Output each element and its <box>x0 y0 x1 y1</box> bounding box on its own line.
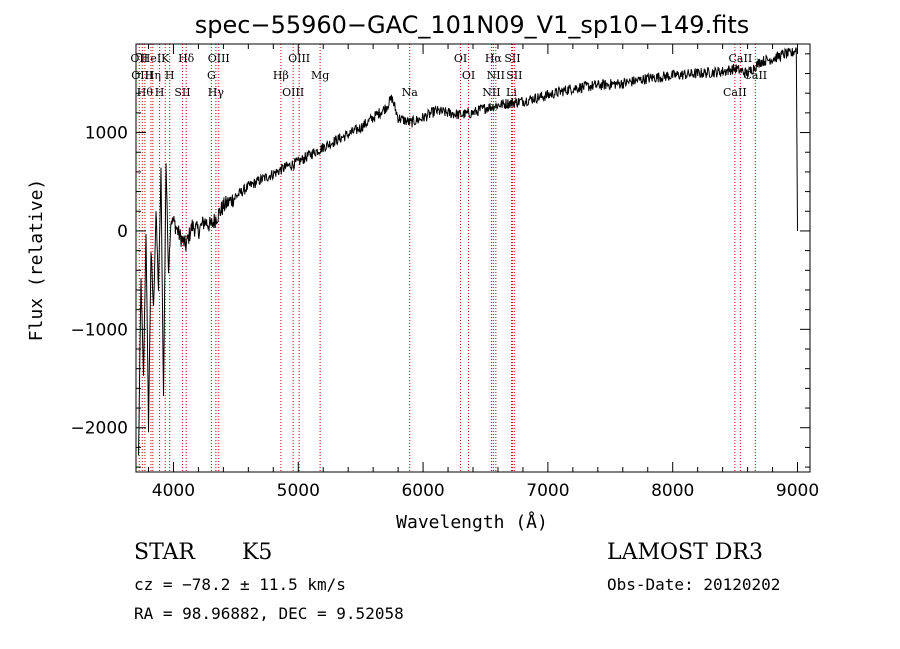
x-tick-label: 9000 <box>776 481 819 501</box>
line-label: CaII <box>723 86 747 99</box>
x-tick-label: 5000 <box>277 481 320 501</box>
line-label: Hγ <box>208 86 225 99</box>
line-label: SII <box>174 86 190 99</box>
line-label: NII <box>487 69 505 82</box>
line-label: Hη <box>145 69 161 82</box>
survey-name: LAMOST DR3 <box>607 540 763 565</box>
line-label: Hθ <box>137 86 154 99</box>
spectrum-chart: spec−55960−GAC_101N09_V1_sp10−149.fits O… <box>26 11 819 533</box>
x-tick-label: 8000 <box>651 481 694 501</box>
x-tick-label: 7000 <box>526 481 569 501</box>
y-axis: −2000 −1000 0 1000 <box>70 53 810 468</box>
line-label: Mg <box>311 69 329 82</box>
x-tick-label: 4000 <box>152 481 195 501</box>
line-label: SII <box>506 69 522 82</box>
line-label: Hδ <box>178 52 195 65</box>
line-label: OII <box>130 52 148 65</box>
line-label: CaII <box>729 52 753 65</box>
line-label: OIII <box>282 86 304 99</box>
line-label: Hβ <box>273 69 289 82</box>
line-label: G <box>207 69 216 82</box>
line-label: HeI <box>141 52 161 65</box>
line-label: OIII <box>131 69 153 82</box>
object-subclass: K5 <box>242 540 273 565</box>
spectral-line-labels: OIIOIIIHθHeIHηHKHSIIHδGHγOIIIHβOIIIOIIIM… <box>130 52 767 99</box>
spectrum-line <box>138 47 798 456</box>
line-label: OIII <box>208 52 230 65</box>
x-axis: 4000 5000 6000 7000 8000 9000 <box>147 44 819 501</box>
line-label: OI <box>462 69 475 82</box>
y-tick-label: −2000 <box>70 419 128 439</box>
y-tick-label: −1000 <box>70 320 128 340</box>
y-tick-label: 1000 <box>85 124 128 144</box>
y-tick-label: 0 <box>117 222 128 242</box>
line-label: SII <box>504 52 520 65</box>
plot-frame <box>135 43 811 473</box>
line-label: NII <box>482 86 500 99</box>
line-label: Hα <box>485 52 503 65</box>
spectral-line-markers <box>138 44 756 472</box>
x-tick-label: 6000 <box>401 481 444 501</box>
line-label: OI <box>454 52 467 65</box>
line-label: H <box>155 86 165 99</box>
line-label: H <box>165 69 175 82</box>
line-label: Li <box>506 86 517 99</box>
line-label: Na <box>402 86 419 99</box>
object-class: STAR <box>134 540 195 565</box>
x-axis-label: Wavelength (Å) <box>396 511 548 533</box>
line-label: K <box>161 52 170 65</box>
y-axis-label: Flux (relative) <box>26 179 47 342</box>
chart-title: spec−55960−GAC_101N09_V1_sp10−149.fits <box>195 11 749 39</box>
line-label: OIII <box>288 52 310 65</box>
line-label: CaII <box>743 69 767 82</box>
sky-coordinates: RA = 98.96882, DEC = 9.52058 <box>134 604 404 623</box>
observation-date: Obs-Date: 20120202 <box>607 575 781 594</box>
redshift-velocity: cz = −78.2 ± 11.5 km/s <box>134 575 346 594</box>
